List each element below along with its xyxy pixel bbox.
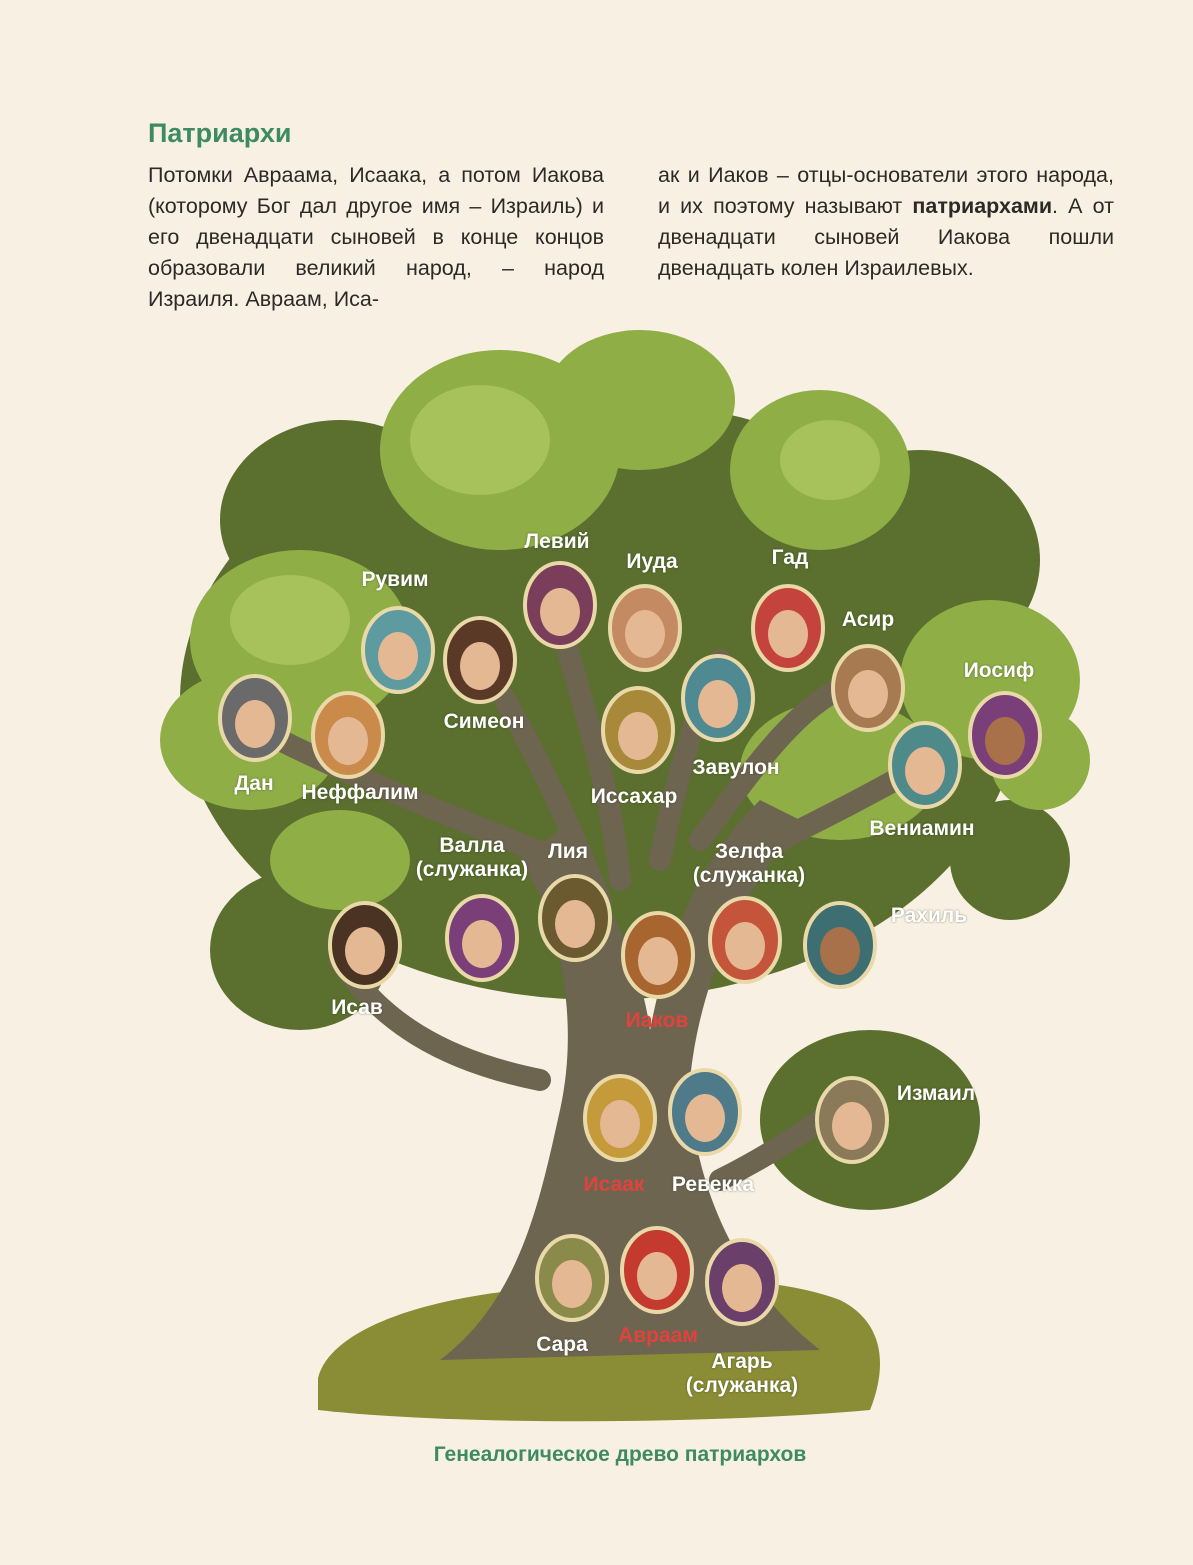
label-valla-role: (служанка) xyxy=(415,858,529,881)
label-zavulon: Завулон xyxy=(692,756,780,779)
label-avraam: Авраам xyxy=(618,1324,698,1347)
label-zelfa-role: (служанка) xyxy=(692,864,806,887)
text-column-left: Потомки Авраама, Исаака, а потом Иакова … xyxy=(148,160,604,315)
foliage-highlight xyxy=(230,385,880,665)
page-title: Патриархи xyxy=(148,118,292,148)
label-iuda: Иуда xyxy=(626,550,678,573)
label-zelfa-name: Зелфа xyxy=(714,840,784,863)
label-lia: Лия xyxy=(548,840,588,863)
label-agar-role: (служанка) xyxy=(685,1374,799,1397)
label-issachar: Иссахар xyxy=(590,785,678,808)
term-patriarchs: патриархами xyxy=(912,194,1053,218)
text-column-right: ак и Иаков – отцы-основатели этого народ… xyxy=(658,160,1114,284)
label-agar: Агарь (служанка) xyxy=(686,1350,798,1398)
label-iosif: Иосиф xyxy=(963,659,1035,682)
label-isaak: Исаак xyxy=(583,1173,645,1196)
label-valla: Валла (служанка) xyxy=(416,834,528,882)
label-valla-name: Валла xyxy=(439,834,505,857)
paragraph-part-2: ак и Иаков – отцы-основатели этого народ… xyxy=(658,160,1114,284)
label-asir: Асир xyxy=(841,608,895,631)
label-iakov: Иаков xyxy=(625,1009,689,1032)
paragraph-text: ак и Иаков – отцы-основатели этого народ… xyxy=(658,163,1114,218)
label-dan: Дан xyxy=(234,772,274,795)
figure-caption: Генеалогическое древо патриархов xyxy=(433,1443,807,1466)
label-sara: Сара xyxy=(536,1333,588,1356)
label-veniamin: Вениамин xyxy=(869,817,975,840)
faces xyxy=(235,588,1025,1312)
label-neffalim: Неффалим xyxy=(301,781,419,804)
family-tree-illustration xyxy=(160,330,1090,1422)
label-isav: Исав xyxy=(331,996,383,1019)
paragraph-part-1: Потомки Авраама, Исаака, а потом Иакова … xyxy=(148,163,604,311)
label-levi: Левий xyxy=(524,530,590,553)
label-revekka: Ревекка xyxy=(671,1173,755,1196)
label-zelfa: Зелфа (служанка) xyxy=(693,840,805,888)
paragraph-text-end: . А от двенадцати сыновей Иакова пошли д… xyxy=(658,194,1115,280)
label-izmail: Измаил xyxy=(896,1082,976,1105)
label-rachil: Рахиль xyxy=(890,904,968,927)
label-simeon: Симеон xyxy=(443,710,525,733)
label-agar-name: Агарь xyxy=(711,1350,773,1373)
label-gad: Гад xyxy=(771,546,809,569)
label-ruvim: Рувим xyxy=(361,568,429,591)
